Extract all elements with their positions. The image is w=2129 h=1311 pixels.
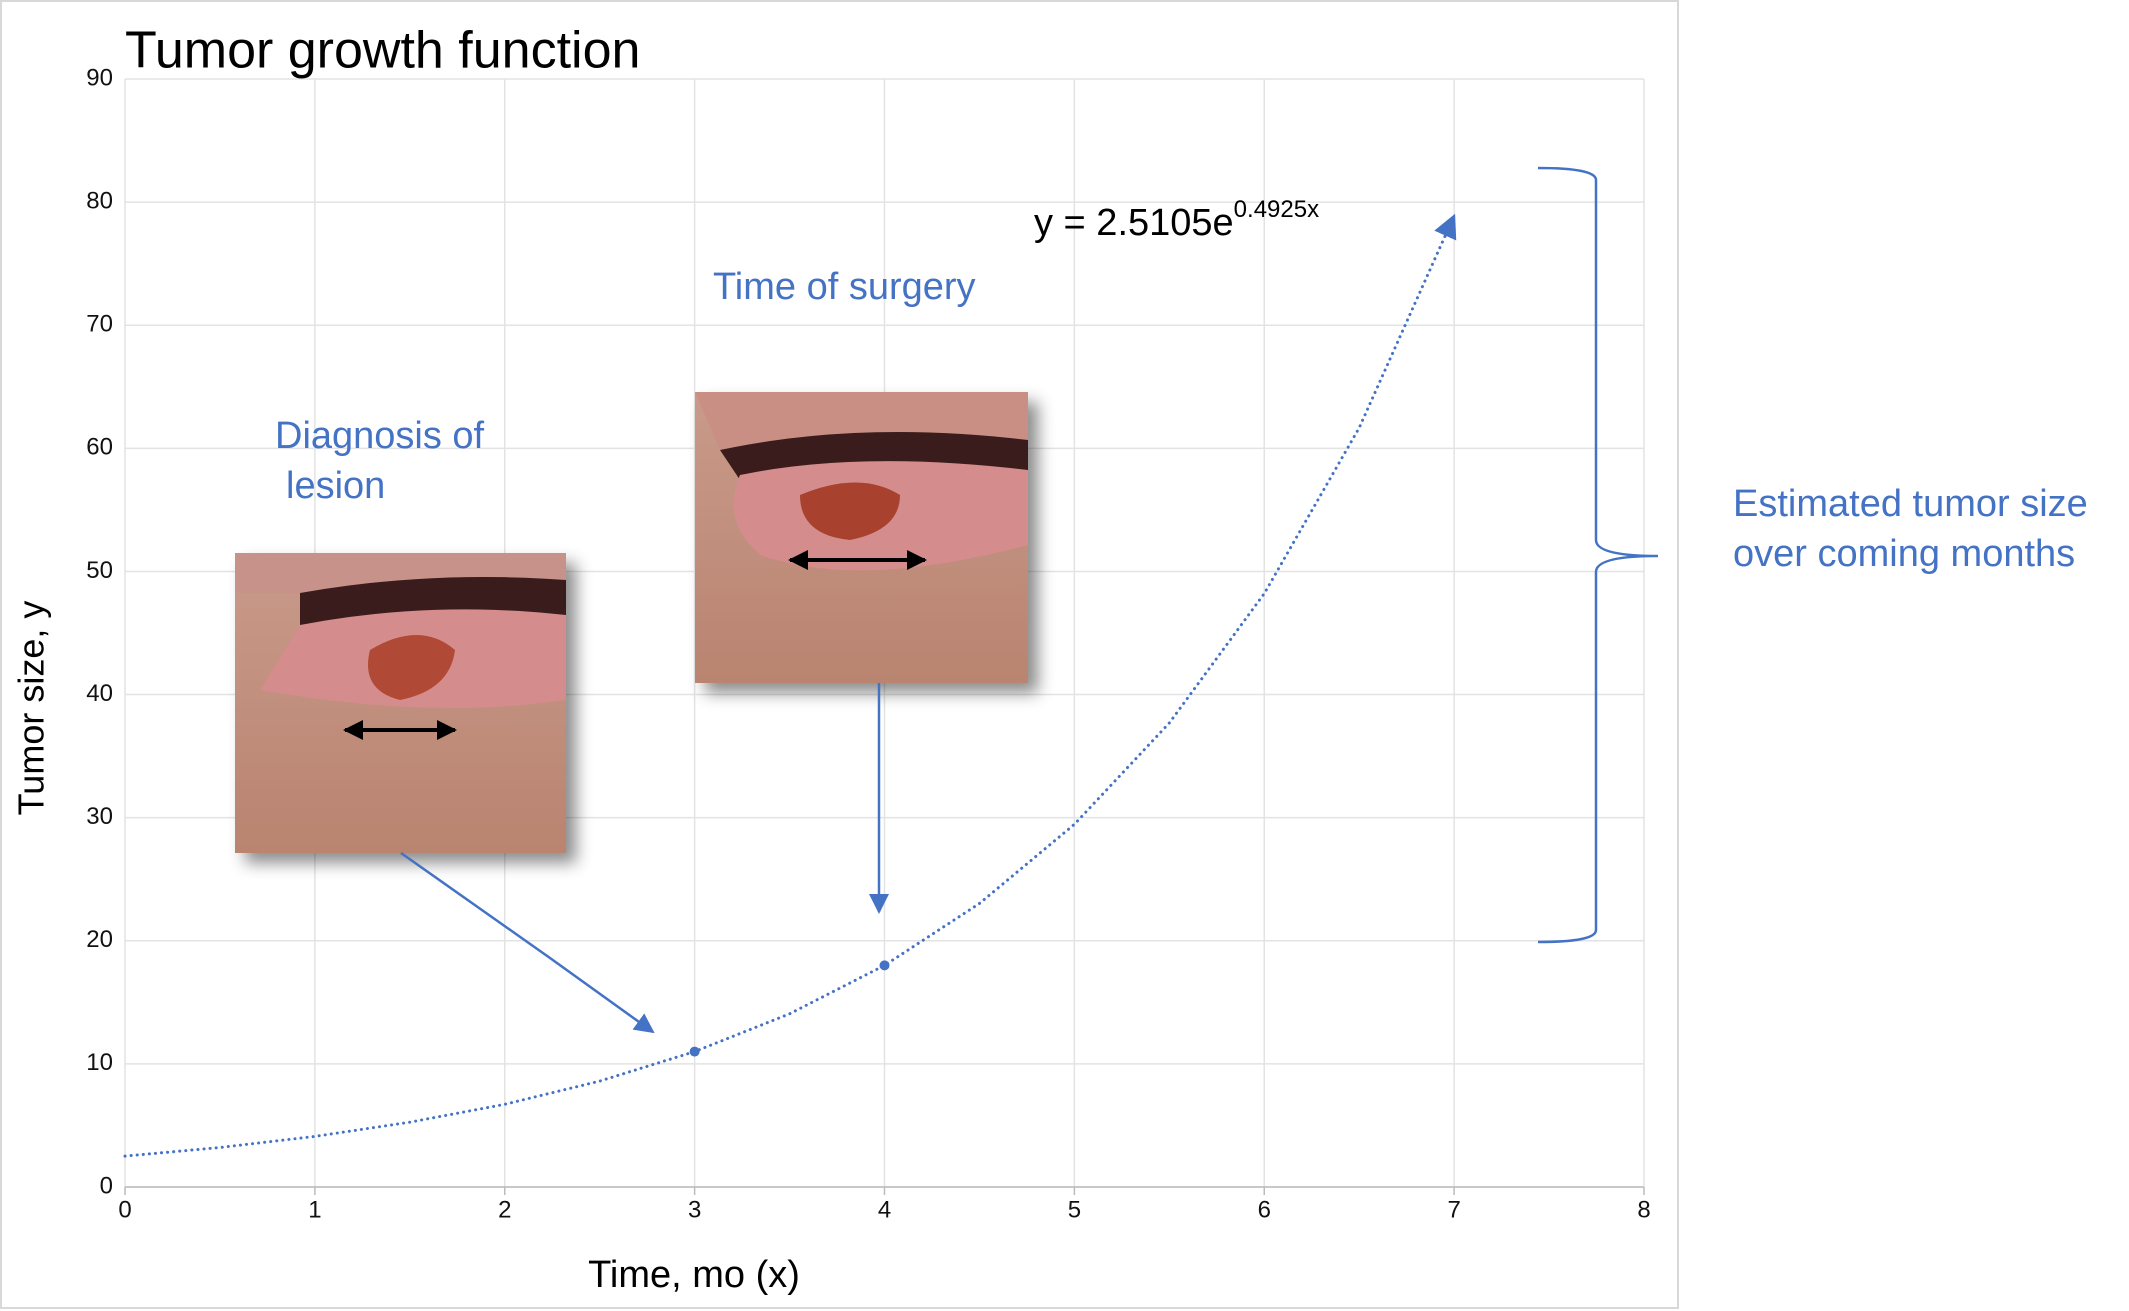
x-tick-label: 8: [1637, 1196, 1650, 1223]
x-axis-title: Time, mo (x): [588, 1254, 800, 1296]
x-tick-label: 7: [1447, 1196, 1460, 1223]
y-tick-label: 90: [86, 64, 113, 91]
equation: y = 2.5105e0.4925x: [1034, 196, 1319, 244]
equation-exponent: 0.4925x: [1234, 196, 1319, 223]
range-brace: [1537, 166, 1659, 944]
y-tick-label: 20: [86, 926, 113, 953]
data-point: [879, 960, 890, 971]
y-axis-title: Tumor size, y: [11, 601, 52, 816]
y-tick-label: 60: [86, 434, 113, 461]
y-tick-label: 50: [86, 557, 113, 584]
chart-frame: [0, 0, 1679, 1309]
data-point: [689, 1046, 700, 1057]
x-tick-label: 1: [308, 1196, 321, 1223]
chart-title: Tumor growth function: [125, 22, 640, 80]
photo-diagnosis: [235, 553, 566, 853]
trend-line: [123, 213, 1457, 1158]
x-tick-label: 6: [1258, 1196, 1271, 1223]
x-tick-label: 3: [688, 1196, 701, 1223]
annotation: Diagnosis of: [275, 415, 485, 457]
annotation: over coming months: [1733, 533, 2075, 575]
photo-surgery: [695, 392, 1028, 683]
y-tick-label: 40: [86, 680, 113, 707]
y-tick-label: 30: [86, 803, 113, 830]
annotation: lesion: [286, 465, 385, 507]
x-tick-label: 5: [1068, 1196, 1081, 1223]
diagnosis-arrow: [400, 851, 655, 1034]
y-tick-label: 70: [86, 311, 113, 338]
x-tick-label: 2: [498, 1196, 511, 1223]
y-tick-label: 80: [86, 187, 113, 214]
x-tick-label: 0: [118, 1196, 131, 1223]
x-tick-label: 4: [878, 1196, 891, 1223]
y-tick-label: 0: [100, 1172, 113, 1199]
annotation: Time of surgery: [713, 266, 976, 308]
annotation: Estimated tumor size: [1733, 483, 2088, 525]
equation-base: y = 2.5105e: [1034, 202, 1234, 244]
y-tick-label: 10: [86, 1049, 113, 1076]
